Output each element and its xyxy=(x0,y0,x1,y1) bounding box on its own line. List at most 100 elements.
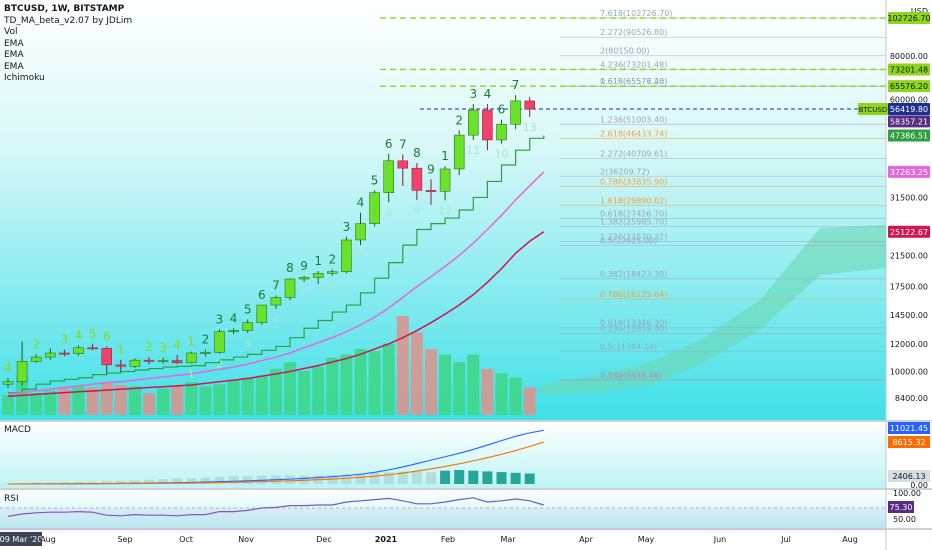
volume-bar xyxy=(213,384,226,415)
macd-histogram-bar xyxy=(411,471,422,484)
macd-pane-title[interactable]: MACD xyxy=(4,425,31,435)
ichimoku-cloud xyxy=(540,225,886,395)
candle-body xyxy=(439,168,451,192)
macd-histogram-bar xyxy=(440,470,451,484)
price-tag-label: 25122.67 xyxy=(890,228,928,237)
candle-body xyxy=(171,360,183,363)
macd-histogram-bar xyxy=(341,474,352,484)
candle-body xyxy=(453,134,465,170)
volume-bar xyxy=(255,375,268,415)
td-count-label: 2 xyxy=(145,340,153,354)
rsi-value-label: 75.30 xyxy=(890,503,913,512)
indicator-ema-1[interactable]: EMA xyxy=(4,38,24,49)
fib-level-label: 0.618(27426.70) xyxy=(600,209,667,218)
td-count-label: 2 xyxy=(455,113,463,127)
volume-bar xyxy=(354,349,367,415)
price-axis-tick: 14500.00 xyxy=(890,311,928,320)
candle-body xyxy=(16,361,28,382)
symbol-title[interactable]: BTCUSD, 1W, BITSTAMP xyxy=(4,4,125,14)
volume-bar xyxy=(171,385,184,415)
time-axis-label: Jun xyxy=(713,535,727,544)
candle-body xyxy=(298,277,310,280)
price-tag xyxy=(888,225,930,238)
macd-histogram-bar xyxy=(101,481,112,484)
td-countdown-label: 4 xyxy=(272,313,279,326)
time-axis-label: Dec xyxy=(316,535,331,544)
macd-histogram-bar xyxy=(172,478,183,484)
td-count-label: 3 xyxy=(343,220,351,234)
indicator-ichimoku[interactable]: Ichimoku xyxy=(4,73,45,83)
macd-value-tag xyxy=(888,436,930,448)
macd-histogram-bar xyxy=(482,471,493,484)
indicator-ema-3[interactable]: EMA xyxy=(4,61,24,72)
td-count-label: 1 xyxy=(441,149,449,163)
td-countdown-label: 7 xyxy=(357,249,364,262)
fib-level-label: 0.236(12853.40) xyxy=(600,324,667,333)
volume-bar xyxy=(509,377,522,415)
time-axis-label: 2021 xyxy=(375,535,398,544)
candle-body xyxy=(101,348,112,366)
price-axis-tick: 31500.00 xyxy=(890,193,928,202)
price-tag-label: 65576.20 xyxy=(890,82,928,91)
rsi-line xyxy=(7,497,544,517)
symbol-tag xyxy=(858,102,888,115)
price-axis-tick: 8400.00 xyxy=(895,394,928,403)
rsi-value-tag xyxy=(888,501,914,513)
candle-body xyxy=(468,109,479,136)
fib-level-label: 2(36209.72) xyxy=(600,167,650,176)
price-tag-label: 56419.80 xyxy=(890,105,928,114)
volume-bar xyxy=(143,393,155,415)
volume-bar xyxy=(453,362,466,415)
macd-histogram-bar xyxy=(45,482,56,484)
candle-body xyxy=(327,271,338,274)
volume-bar xyxy=(86,387,99,415)
indicator-ema-2[interactable]: EMA xyxy=(4,50,24,60)
td-count-label: 2 xyxy=(328,252,336,266)
price-tag-label: 58357.21 xyxy=(890,117,928,126)
macd-value-label: 2406.13 xyxy=(892,472,925,481)
ema-line xyxy=(8,135,545,394)
volume-bar xyxy=(185,382,198,415)
volume-bar xyxy=(100,382,113,415)
rsi-pane-title[interactable]: RSI xyxy=(4,494,19,504)
macd-histogram-bar xyxy=(228,476,239,484)
fib-level-label: 1.618(29890.02) xyxy=(600,196,667,205)
price-tag xyxy=(888,115,930,128)
volume-bar xyxy=(481,368,494,415)
indicator-td-ma[interactable]: TD_MA_beta_v2.07 by JDLim xyxy=(4,15,133,26)
volume-bar xyxy=(128,386,141,415)
candle-body xyxy=(270,297,282,306)
td-countdown-label: 1 xyxy=(188,367,195,380)
td-countdown-label: 13 xyxy=(523,121,537,134)
candle-body xyxy=(496,124,507,141)
indicator-volume[interactable]: Vol xyxy=(4,27,18,37)
td-count-label: 4 xyxy=(484,87,492,101)
price-tag xyxy=(888,80,930,93)
td-countdown-label: 11 xyxy=(466,144,480,157)
fib-level-label: 0.382(9441.98) xyxy=(600,371,662,380)
fib-level-label: 2.618(46433.74) xyxy=(600,130,667,139)
fib-level-label: 4.236(73201.48) xyxy=(600,60,667,69)
macd-histogram-bar xyxy=(242,476,253,484)
volume-bar xyxy=(30,393,43,415)
td-count-label: 1 xyxy=(117,343,125,357)
td-countdown-label: 2 xyxy=(216,358,223,371)
candle-body xyxy=(524,100,535,110)
volume-bar xyxy=(368,351,381,415)
volume-bar xyxy=(410,332,423,415)
td-count-label: 5 xyxy=(89,327,97,341)
candle-body xyxy=(228,330,239,333)
time-axis-current-tag xyxy=(0,532,42,546)
time-axis-label: Apr xyxy=(579,535,594,544)
volume-bar xyxy=(312,366,325,415)
volume-bar xyxy=(269,368,282,415)
price-axis-tick: 17500.00 xyxy=(890,283,928,292)
volume-bar xyxy=(326,357,339,415)
macd-histogram-bar xyxy=(59,482,70,484)
candle-body xyxy=(369,192,380,224)
time-axis-label: Feb xyxy=(441,535,455,544)
ema-line xyxy=(7,231,545,397)
volume-bar xyxy=(298,371,311,415)
candle-body xyxy=(510,100,521,125)
